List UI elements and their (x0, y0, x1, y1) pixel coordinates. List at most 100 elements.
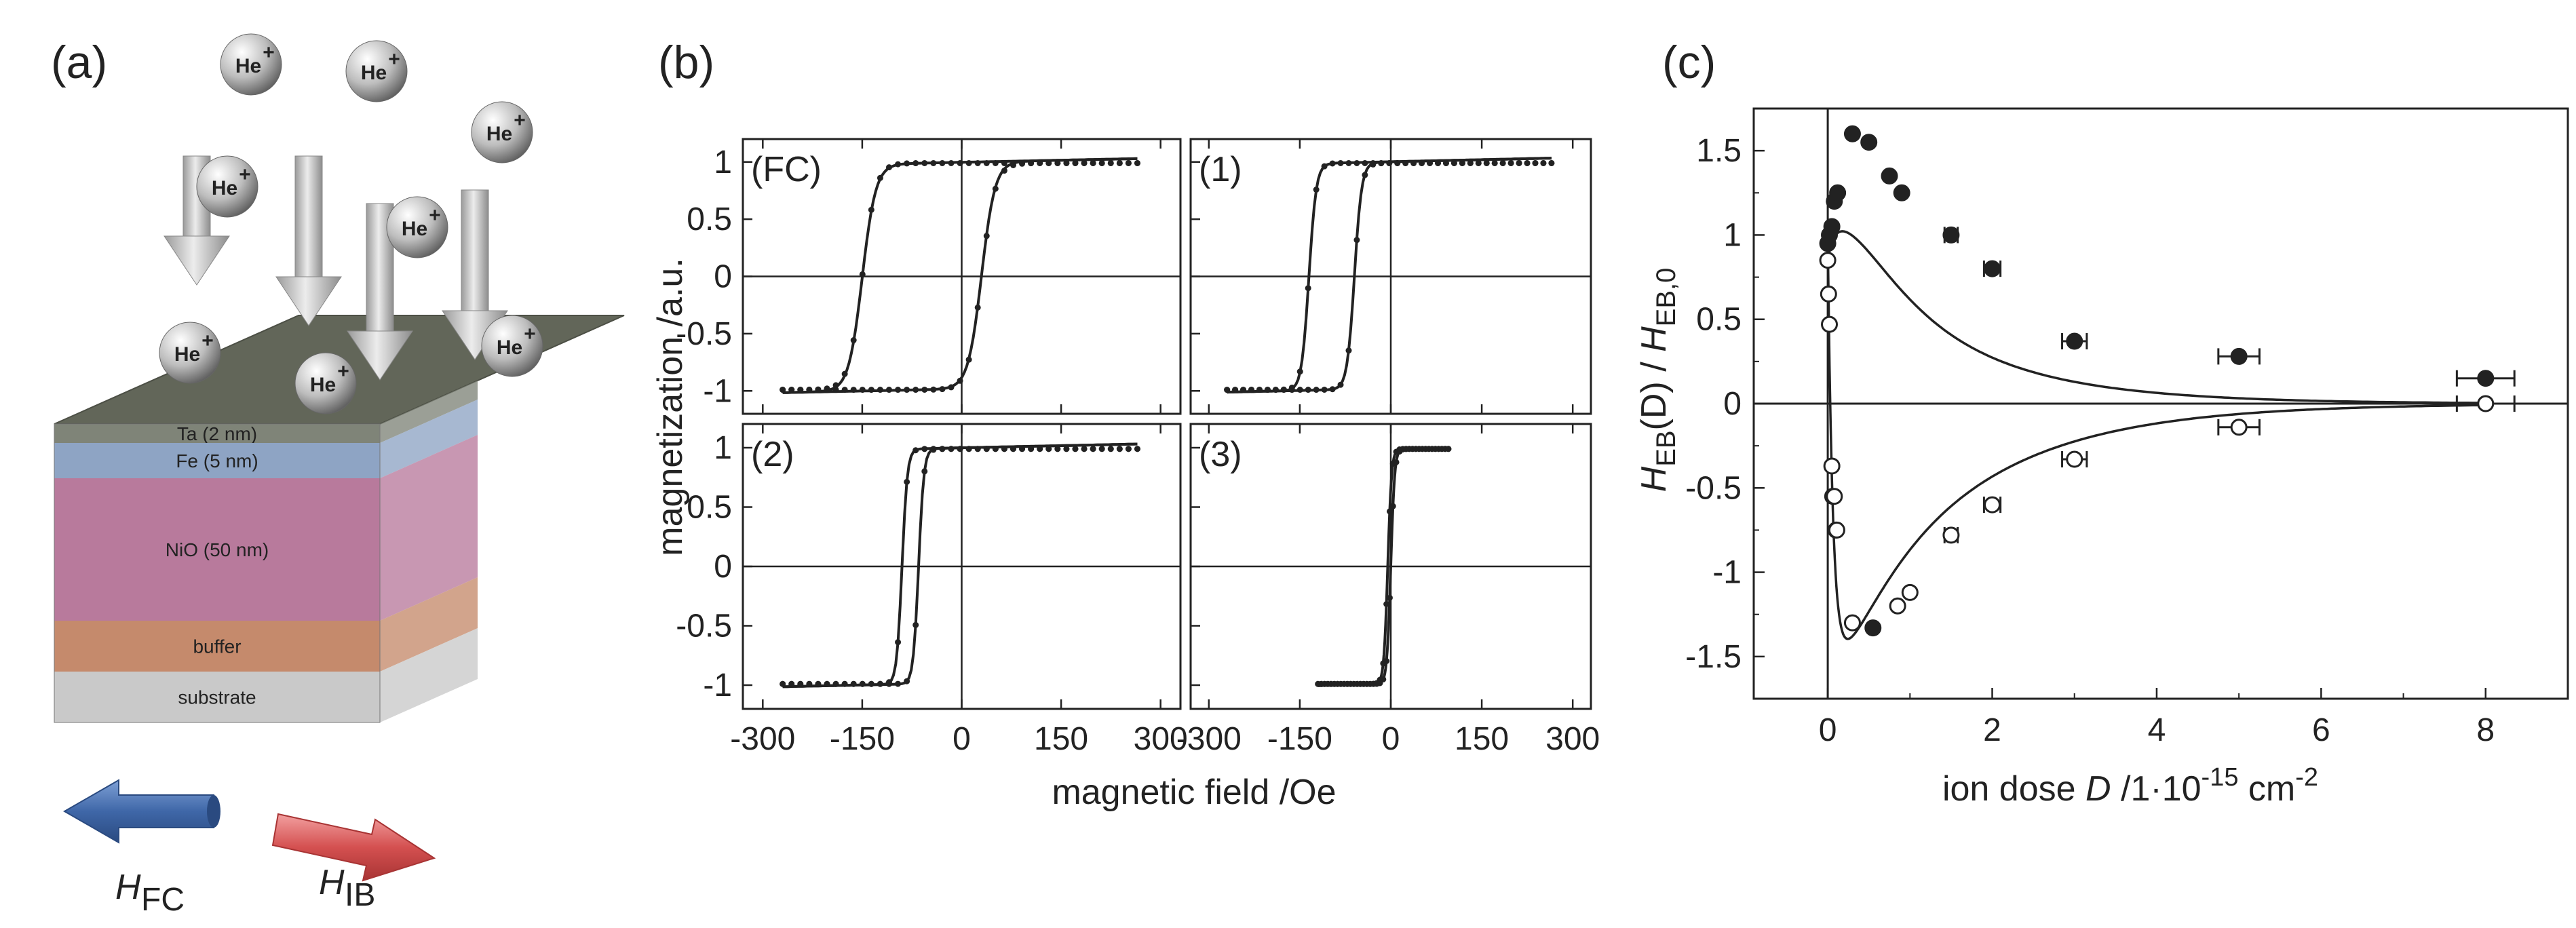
loop-point (850, 387, 857, 393)
loop-point (1001, 446, 1007, 452)
loop-point (1256, 387, 1263, 393)
ion-sphere-5: He+ (159, 322, 221, 384)
subplot-tag: (FC) (751, 150, 822, 189)
ion-ball (196, 155, 258, 218)
data-point-open (1820, 285, 1837, 303)
field-arrow-fc: H FC (62, 779, 220, 918)
ytick-label: -0.5 (1685, 470, 1742, 506)
loop-point (948, 446, 955, 452)
loop-point (1028, 160, 1035, 167)
loop-point (1442, 159, 1449, 166)
data-point-open (2066, 450, 2083, 468)
ylabel-mid: (D) / (1634, 352, 1674, 431)
loop-point (885, 387, 892, 393)
data-point-filled (2066, 332, 2083, 350)
data-point-open (1942, 526, 1960, 544)
loop-point (939, 446, 946, 452)
ylabel-sub-eb: EB (1651, 430, 1681, 466)
loop-point (868, 387, 874, 393)
layer-front-4 (54, 672, 380, 722)
loop-point (1248, 387, 1255, 393)
svg-text:HEB(D) / HEB,0: HEB(D) / HEB,0 (1634, 268, 1681, 492)
loop-point (1072, 159, 1079, 166)
subplot-tag: (1) (1199, 150, 1242, 189)
layer-label-2: NiO (50 nm) (166, 539, 269, 560)
ion-charge: + (524, 323, 536, 345)
loop-point (885, 680, 892, 687)
data-point-filled (1860, 134, 1878, 151)
panel-c-label: (c) (1662, 37, 1716, 88)
loop-point (912, 621, 919, 628)
loop-point (1532, 159, 1539, 166)
loop-point (1383, 600, 1390, 607)
loop-point (859, 271, 866, 277)
loop-point (1362, 172, 1368, 178)
loop-branch-ascending (1227, 157, 1552, 394)
loop-point (939, 159, 946, 166)
layer-front-2 (54, 478, 380, 621)
layer-label-0: Ta (2 nm) (177, 423, 257, 444)
loop-point (1296, 368, 1303, 375)
panel-b-label: (b) (658, 37, 714, 88)
xtick-label: 4 (2148, 712, 2166, 748)
loop-point (859, 680, 866, 687)
ytick-label: 0.5 (1696, 302, 1742, 338)
xtick-label: 150 (1455, 721, 1509, 757)
ytick-label: 0.5 (687, 201, 732, 237)
loop-point (921, 159, 928, 166)
data-point-filled (2477, 370, 2495, 387)
data-point-open (1901, 583, 1919, 601)
loop-point (930, 159, 937, 166)
layer-label-1: Fe (5 nm) (176, 450, 258, 471)
loop-point (974, 159, 981, 166)
ion-beam-shaft-3 (461, 189, 489, 313)
loop-point (1475, 159, 1482, 166)
loop-point (957, 446, 963, 452)
xtick-label: -300 (1176, 721, 1242, 757)
loop-point (1272, 387, 1279, 393)
loop-point (1305, 387, 1311, 393)
subplot-tag: (3) (1199, 435, 1242, 474)
data-point-open (1826, 488, 1843, 505)
ytick-label: -0.5 (676, 316, 732, 352)
loop-point (895, 680, 902, 687)
loop-point (974, 446, 981, 452)
data-point-open (1843, 614, 1861, 632)
loop-point (850, 337, 857, 344)
loop-point (841, 370, 848, 377)
xlabel-unit2: cm (2238, 769, 2295, 809)
xtick-label: -300 (730, 721, 795, 757)
arrow-fc-symbol: H (115, 868, 141, 907)
ion-sphere-6: He+ (481, 315, 543, 377)
loop-point (1045, 446, 1052, 452)
loop-point (1419, 159, 1425, 166)
loop-point (1389, 503, 1396, 509)
layer-side-1 (380, 400, 478, 478)
loop-point (1288, 387, 1295, 393)
loop-point (1134, 446, 1140, 452)
layer-label-4: substrate (178, 687, 256, 708)
xlabel-var: D (2085, 769, 2111, 809)
loop-point (930, 446, 937, 453)
loop-point (1098, 159, 1105, 166)
panel-b: (b) magnetization /a.u. magnetic field /… (651, 37, 1600, 812)
loop-point (1107, 446, 1114, 452)
ion-sphere-0: He+ (220, 33, 282, 96)
loop-point (877, 387, 883, 393)
loop-point (1345, 159, 1352, 166)
loop-point (921, 468, 928, 475)
loop-point (1445, 446, 1452, 452)
ions: He+He+He+He+He+He+ He+He+ (159, 33, 543, 414)
ion-ball (220, 33, 282, 96)
loop-point (1028, 446, 1035, 452)
data-point-filled (1893, 184, 1910, 201)
loop-point (1362, 159, 1368, 166)
loop-point (806, 680, 813, 687)
xtick-label: -150 (1267, 721, 1332, 757)
ion-ball (294, 352, 357, 414)
data-point-open (2477, 395, 2495, 412)
loop-point (815, 680, 822, 687)
loop-point (957, 377, 963, 384)
arrow-fc-subscript: FC (141, 882, 185, 918)
